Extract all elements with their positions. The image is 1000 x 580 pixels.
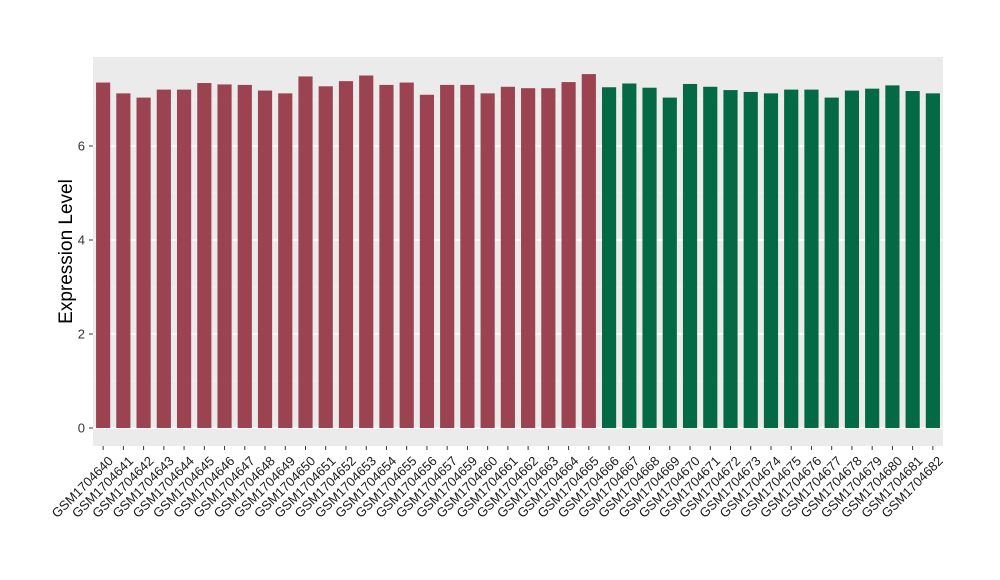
- bar: [723, 90, 738, 428]
- bar: [156, 89, 171, 428]
- bar: [743, 91, 758, 428]
- bar: [197, 83, 212, 429]
- bar: [116, 93, 131, 429]
- bar: [480, 93, 495, 429]
- bar: [662, 97, 677, 428]
- y-tick-label: 0: [78, 421, 85, 436]
- bar: [298, 76, 313, 428]
- y-axis: 0 2 4 6: [78, 139, 93, 436]
- bar: [419, 94, 435, 429]
- bar: [237, 84, 252, 429]
- major-gridlines: [93, 145, 943, 429]
- bar: [581, 74, 596, 428]
- bar: [96, 82, 111, 429]
- bar: [278, 93, 293, 429]
- y-tick-label: 2: [78, 327, 85, 342]
- bar: [925, 93, 940, 429]
- bar: [561, 82, 576, 428]
- bar: [217, 84, 232, 429]
- bar: [824, 97, 839, 428]
- bar: [440, 84, 455, 429]
- bar: [601, 87, 617, 428]
- bar: [399, 82, 414, 429]
- bar: [865, 88, 880, 428]
- bar: [379, 84, 394, 429]
- bar: [784, 89, 799, 428]
- y-tick-label: 6: [78, 139, 85, 154]
- bar: [359, 75, 374, 428]
- y-axis-title: Expression Level: [56, 179, 77, 324]
- bars-group: [96, 74, 940, 429]
- bar: [642, 87, 657, 428]
- bar: [905, 91, 920, 428]
- bar: [136, 97, 151, 428]
- bar: [703, 86, 718, 428]
- bar: [500, 86, 515, 428]
- bar: [622, 83, 637, 429]
- bar: [763, 93, 779, 429]
- minor-gridlines: [93, 98, 943, 382]
- bar: [521, 88, 536, 428]
- bar: [541, 88, 556, 428]
- bar: [804, 89, 819, 428]
- y-tick-label: 4: [78, 233, 85, 248]
- bar: [885, 85, 900, 429]
- bar: [682, 83, 698, 429]
- bar: [257, 90, 273, 428]
- bar: [460, 84, 475, 429]
- bar: [176, 89, 192, 428]
- bar: [338, 81, 354, 428]
- bar: [318, 86, 333, 428]
- x-axis: GSM1704640GSM1704641GSM1704642GSM1704643…: [49, 446, 946, 521]
- bar: [844, 90, 860, 428]
